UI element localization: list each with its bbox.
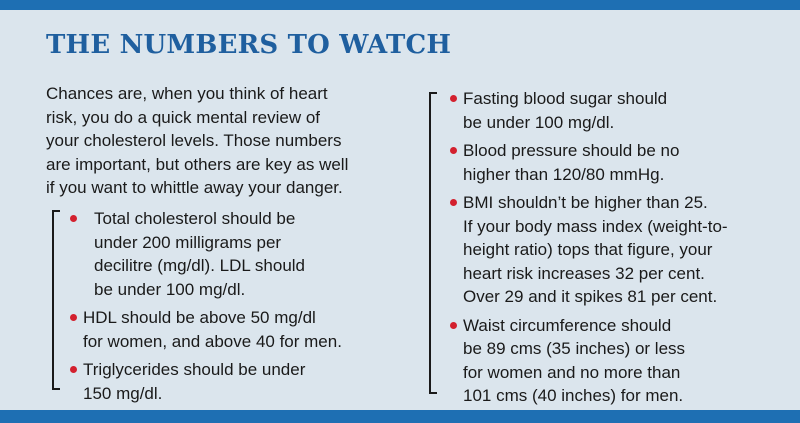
top-border-bar [0, 0, 800, 10]
list-item-text: Blood pressure should be no higher than … [463, 141, 680, 184]
list-item-text: BMI shouldn’t be higher than 25. If your… [463, 193, 728, 306]
intro-text: Chances are, when you think of heart ris… [46, 84, 349, 197]
bullet-dot-icon [450, 95, 457, 102]
bullet-dot-icon [70, 366, 77, 373]
page-title: THE NUMBERS TO WATCH [46, 30, 452, 60]
intro-paragraph: Chances are, when you think of heart ris… [46, 82, 386, 200]
list-item: Triglycerides should be under 150 mg/dl. [66, 358, 401, 405]
right-bullet-list: Fasting blood sugar should be under 100 … [446, 87, 776, 413]
list-item: Blood pressure should be no higher than … [446, 139, 776, 186]
bullet-dot-icon [450, 321, 457, 329]
right-list-bracket [429, 92, 439, 394]
list-item: HDL should be above 50 mg/dl for women, … [66, 306, 401, 353]
list-item-text: Fasting blood sugar should be under 100 … [463, 89, 668, 132]
bullet-dot-icon [70, 314, 77, 321]
list-item-text: Triglycerides should be under 150 mg/dl. [83, 360, 306, 403]
bottom-border-bar [0, 410, 800, 423]
list-item: Fasting blood sugar should be under 100 … [446, 87, 776, 134]
list-item-text: Waist circumference should be 89 cms (35… [463, 315, 686, 406]
list-item: BMI shouldn’t be higher than 25. If your… [446, 191, 776, 309]
bullet-dot-icon [450, 199, 457, 206]
left-list-bracket [52, 210, 62, 390]
bullet-dot-icon [70, 215, 77, 222]
left-bullet-list: Total cholesterol should be under 200 mi… [66, 207, 401, 410]
list-item: Waist circumference should be 89 cms (35… [446, 314, 776, 408]
list-item-text: HDL should be above 50 mg/dl for women, … [83, 308, 342, 351]
bullet-dot-icon [450, 147, 457, 154]
list-item: Total cholesterol should be under 200 mi… [66, 207, 401, 301]
list-item-text: Total cholesterol should be under 200 mi… [94, 209, 306, 299]
